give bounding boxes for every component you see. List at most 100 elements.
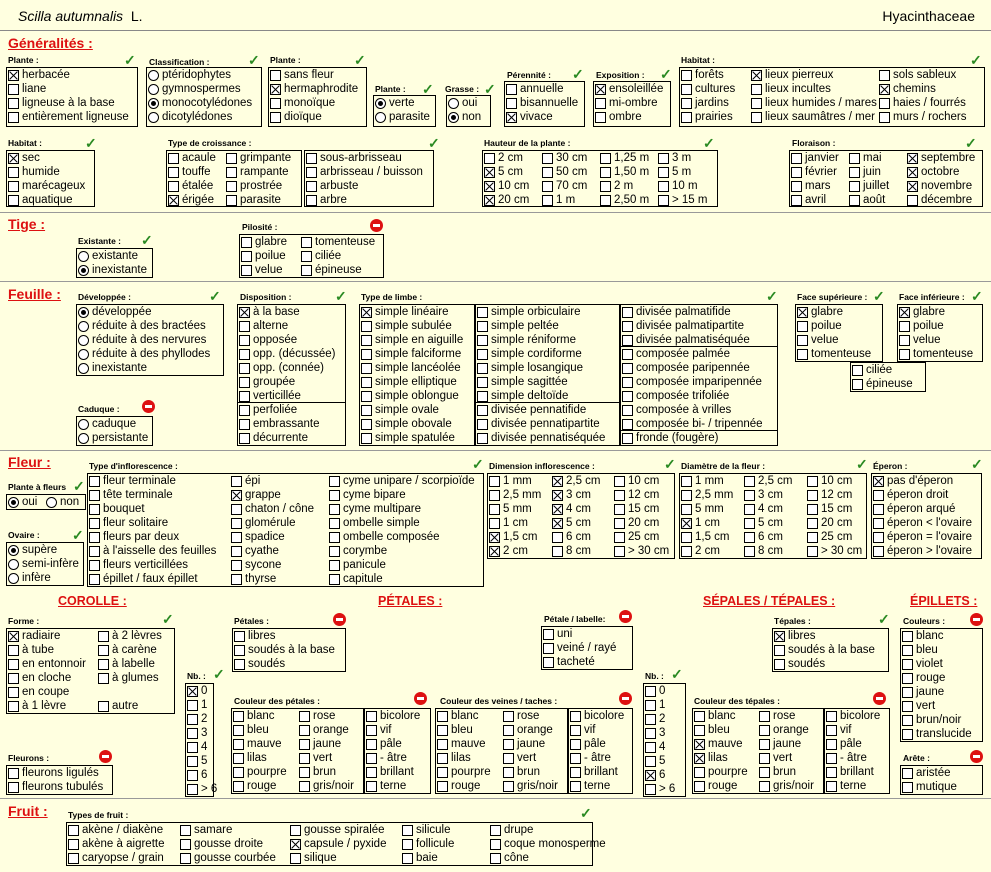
checkbox[interactable] — [570, 710, 581, 722]
checkbox[interactable] — [791, 166, 802, 178]
disposition-a-option[interactable]: opp. (décussée) — [239, 347, 346, 361]
floraison-option[interactable]: mai — [849, 151, 907, 165]
croissance-b-option[interactable]: arbre — [306, 193, 434, 207]
dim-inflo-option[interactable]: 1 mm — [489, 474, 552, 488]
plante2-option[interactable]: dioïque — [270, 110, 367, 124]
exposition-option[interactable]: ombre — [595, 110, 671, 124]
dim-inflo-option[interactable]: 5 cm — [552, 516, 614, 530]
dim-inflo-option[interactable]: 2 cm — [489, 544, 552, 558]
checkbox[interactable] — [329, 503, 340, 515]
checkbox[interactable] — [645, 713, 656, 725]
checkbox[interactable] — [645, 769, 656, 781]
radio-button[interactable] — [448, 97, 459, 109]
developpee-option[interactable]: réduite à des nervures — [78, 333, 224, 347]
checkbox[interactable] — [8, 166, 19, 178]
checkbox[interactable] — [879, 97, 890, 109]
checkbox[interactable] — [89, 531, 100, 543]
checkbox[interactable] — [694, 724, 705, 736]
checkbox[interactable] — [744, 545, 755, 557]
fruit-option[interactable]: silicule — [402, 823, 490, 837]
checkbox[interactable] — [98, 658, 109, 670]
checkbox[interactable] — [180, 838, 191, 850]
checkbox[interactable] — [437, 766, 448, 778]
forme-option[interactable]: à tube — [8, 643, 98, 657]
limbe-c-option[interactable]: divisée pennatipartite — [477, 417, 620, 431]
checkbox[interactable] — [231, 489, 242, 501]
fruit-option[interactable]: gousse courbée — [180, 851, 290, 865]
habitat1-option[interactable]: forêts — [681, 68, 751, 82]
checkbox[interactable] — [402, 852, 413, 864]
checkbox[interactable] — [902, 767, 913, 779]
checkbox[interactable] — [187, 727, 198, 739]
checkbox[interactable] — [306, 180, 317, 192]
checkbox[interactable] — [797, 320, 808, 332]
limbe-b-option[interactable]: simple deltoïde — [477, 389, 620, 403]
checkbox[interactable] — [622, 362, 633, 374]
ovaire-option[interactable]: infère — [8, 571, 84, 585]
checkbox[interactable] — [826, 710, 837, 722]
checkbox[interactable] — [89, 559, 100, 571]
checkbox[interactable] — [744, 531, 755, 543]
floraison-option[interactable]: avril — [791, 193, 849, 207]
couleur-petales-a-option[interactable]: brun — [299, 765, 364, 779]
checkbox[interactable] — [168, 194, 179, 206]
checkbox[interactable] — [614, 517, 625, 529]
checkbox[interactable] — [552, 545, 563, 557]
checkbox[interactable] — [366, 738, 377, 750]
nb2-option[interactable]: 2 — [645, 712, 686, 726]
diam-fleur-option[interactable]: 6 cm — [744, 530, 807, 544]
checkbox[interactable] — [542, 166, 553, 178]
checkbox[interactable] — [490, 838, 501, 850]
petales-option[interactable]: soudés — [234, 657, 346, 671]
couleur-petales-b-option[interactable]: pâle — [366, 737, 431, 751]
checkbox[interactable] — [290, 838, 301, 850]
checkbox[interactable] — [490, 852, 501, 864]
limbe-e-option[interactable]: composée trifoliée — [622, 389, 778, 403]
checkbox[interactable] — [622, 390, 633, 402]
hauteur-option[interactable]: 2,50 m — [600, 193, 658, 207]
perennite-option[interactable]: vivace — [506, 110, 585, 124]
couleur-veines-a-option[interactable]: lilas — [437, 751, 503, 765]
checkbox[interactable] — [180, 852, 191, 864]
checkbox[interactable] — [542, 180, 553, 192]
checkbox[interactable] — [98, 644, 109, 656]
tepales-option[interactable]: soudés à la base — [774, 643, 889, 657]
inflorescence-option[interactable]: épi — [231, 474, 329, 488]
checkbox[interactable] — [187, 713, 198, 725]
croissance-b-option[interactable]: arbuste — [306, 179, 434, 193]
checkbox[interactable] — [807, 475, 818, 487]
checkbox[interactable] — [694, 710, 705, 722]
checkbox[interactable] — [89, 503, 100, 515]
limbe-f-option[interactable]: fronde (fougère) — [622, 431, 778, 445]
checkbox[interactable] — [902, 728, 913, 740]
limbe-b-option[interactable]: simple peltée — [477, 319, 620, 333]
radio-button[interactable] — [148, 83, 159, 95]
limbe-b-option[interactable]: simple cordiforme — [477, 347, 620, 361]
checkbox[interactable] — [595, 83, 606, 95]
checkbox[interactable] — [361, 376, 372, 388]
croissance-a-option[interactable]: grimpante — [226, 151, 302, 165]
checkbox[interactable] — [622, 348, 633, 360]
checkbox[interactable] — [489, 503, 500, 515]
face-sup-option[interactable]: poilue — [797, 319, 883, 333]
checkbox[interactable] — [8, 111, 19, 123]
ovaire-option[interactable]: supère — [8, 543, 84, 557]
checkbox[interactable] — [489, 517, 500, 529]
checkbox[interactable] — [614, 489, 625, 501]
diam-fleur-option[interactable]: 15 cm — [807, 502, 867, 516]
checkbox[interactable] — [366, 766, 377, 778]
couleur-petales-a-option[interactable]: mauve — [233, 737, 299, 751]
nb1-option[interactable]: 0 — [187, 684, 214, 698]
forme-option[interactable]: à labelle — [98, 657, 175, 671]
nb1-option[interactable]: 2 — [187, 712, 214, 726]
checkbox[interactable] — [241, 264, 252, 276]
checkbox[interactable] — [8, 700, 19, 712]
checkbox[interactable] — [614, 503, 625, 515]
fleurons-option[interactable]: fleurons tubulés — [8, 780, 113, 794]
hauteur-option[interactable]: 50 cm — [542, 165, 600, 179]
couleurs-option[interactable]: jaune — [902, 685, 983, 699]
nb1-option[interactable]: > 6 — [187, 782, 217, 796]
checkbox[interactable] — [301, 236, 312, 248]
couleur-petales-a-option[interactable]: pourpre — [233, 765, 299, 779]
checkbox[interactable] — [98, 630, 109, 642]
